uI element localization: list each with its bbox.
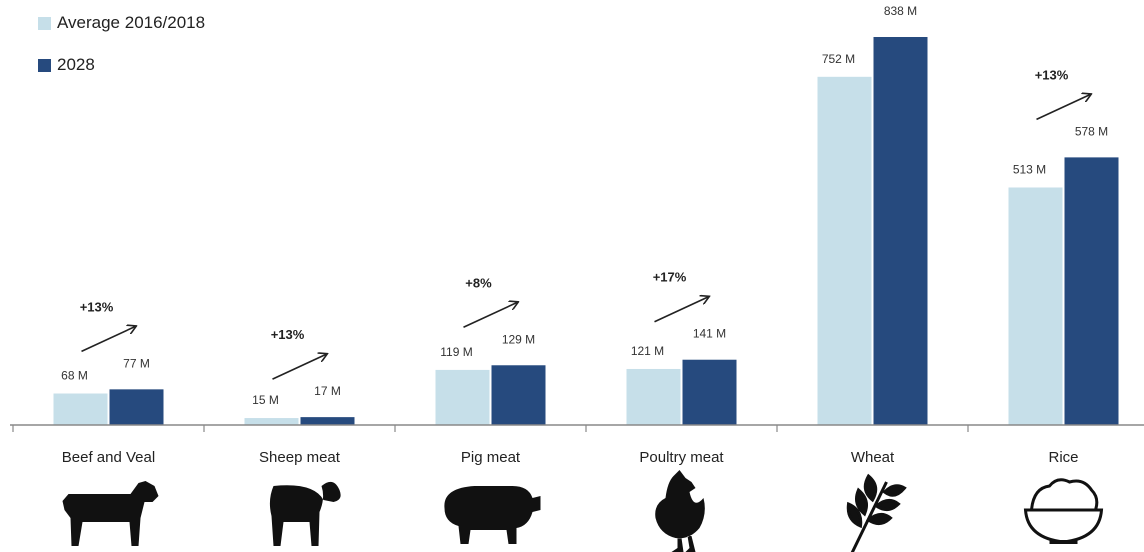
growth-label-beef-and-veal: +13% xyxy=(80,299,114,314)
legend-label-2028: 2028 xyxy=(57,55,95,74)
data-label-2028-poultry-meat: 141 M xyxy=(693,327,726,341)
bar-average-rice xyxy=(1008,187,1063,425)
growth-label-rice: +13% xyxy=(1035,67,1069,82)
growth-label-poultry-meat: +17% xyxy=(653,270,687,285)
data-label-average-pig-meat: 119 M xyxy=(440,345,472,359)
growth-label-pig-meat: +8% xyxy=(465,275,492,290)
category-label-wheat: Wheat xyxy=(851,449,895,466)
wheat-shape xyxy=(846,473,907,552)
growth-arrow-sheep-meat xyxy=(272,354,327,380)
bar-average-sheep-meat xyxy=(244,418,299,425)
category-label-beef-and-veal: Beef and Veal xyxy=(62,449,155,466)
data-label-average-wheat: 752 M xyxy=(822,52,855,66)
legend-item-2028: 2028 xyxy=(38,54,205,76)
wheat-icon xyxy=(846,473,907,552)
cow-icon xyxy=(62,481,159,546)
bar-average-wheat xyxy=(817,76,872,426)
bar-2028-wheat xyxy=(873,37,928,425)
legend-swatch-2028 xyxy=(38,58,51,72)
legend-item-average: Average 2016/2018 xyxy=(38,12,205,34)
data-label-2028-wheat: 838 M xyxy=(884,4,917,18)
growth-arrow-pig-meat xyxy=(463,302,518,328)
data-label-average-beef-and-veal: 68 M xyxy=(61,369,88,383)
bar-average-beef-and-veal xyxy=(53,393,108,425)
rice-bowl-icon xyxy=(1023,478,1104,544)
icons-layer xyxy=(62,470,1104,552)
bar-2028-rice xyxy=(1064,157,1119,425)
category-label-poultry-meat: Poultry meat xyxy=(639,449,724,466)
bar-2028-sheep-meat xyxy=(300,417,355,425)
bar-average-poultry-meat xyxy=(626,368,681,425)
growth-arrow-beef-and-veal xyxy=(81,326,136,353)
category-label-rice: Rice xyxy=(1048,449,1078,466)
data-label-2028-rice: 578 M xyxy=(1075,124,1108,138)
bar-2028-pig-meat xyxy=(491,365,546,425)
category-label-pig-meat: Pig meat xyxy=(461,449,521,466)
bar-2028-poultry-meat xyxy=(682,359,737,425)
bowl xyxy=(1023,508,1104,544)
chicken-shape xyxy=(655,470,705,552)
bar-2028-beef-and-veal xyxy=(109,389,164,425)
growth-arrow-poultry-meat xyxy=(654,297,709,323)
legend: Average 2016/2018 2028 xyxy=(38,12,205,96)
data-label-average-poultry-meat: 121 M xyxy=(631,344,664,358)
legend-label-average: Average 2016/2018 xyxy=(57,13,206,32)
rice-mound xyxy=(1029,478,1099,512)
cow-shape xyxy=(62,481,159,546)
data-label-2028-beef-and-veal: 77 M xyxy=(123,356,150,370)
chicken-icon xyxy=(655,470,705,552)
data-label-average-sheep-meat: 15 M xyxy=(252,393,279,407)
sheep-shape xyxy=(269,481,341,546)
pig-shape xyxy=(444,486,541,544)
growth-arrow-rice xyxy=(1036,94,1091,121)
legend-swatch-average xyxy=(38,16,51,30)
bars-layer xyxy=(53,37,1119,426)
pig-icon xyxy=(444,486,541,544)
data-label-2028-sheep-meat: 17 M xyxy=(314,384,341,398)
data-label-average-rice: 513 M xyxy=(1013,162,1046,176)
data-label-2028-pig-meat: 129 M xyxy=(502,332,535,346)
bar-average-pig-meat xyxy=(435,369,490,425)
labels-layer: 68 M 77 M +13% 15 M 17 M +13% 119 M 129 M +8% 121… xyxy=(61,4,1108,407)
sheep-icon xyxy=(269,481,341,546)
growth-label-sheep-meat: +13% xyxy=(271,327,305,342)
category-label-sheep-meat: Sheep meat xyxy=(259,449,341,466)
x-axis: Beef and Veal Sheep meat Pig meat Poultry m… xyxy=(10,424,1144,466)
